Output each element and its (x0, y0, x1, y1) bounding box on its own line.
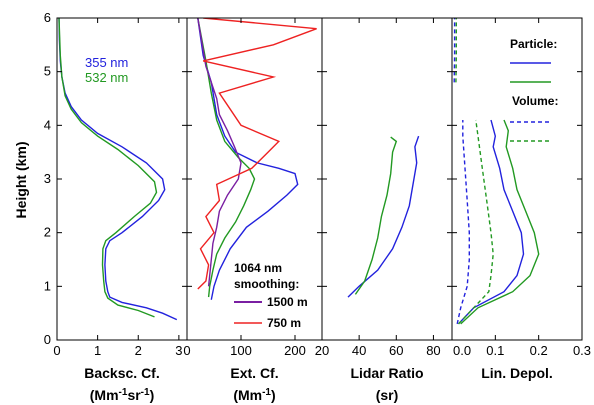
panel-2-series (197, 18, 317, 300)
units-part: -1 (119, 387, 128, 398)
y-tick-label: 0 (44, 332, 51, 347)
panel-4-series (453, 18, 540, 325)
y-tick-label: 2 (44, 225, 51, 240)
panel-1-series (58, 18, 178, 321)
y-axis-label: Height (km) (13, 142, 29, 219)
legend-volume-title: Volume: (512, 94, 558, 108)
y-tick-label: 5 (44, 64, 51, 79)
units-part: -1 (141, 387, 150, 398)
x-axis-label-4: Lin. Depol. (481, 365, 553, 381)
x-tick-label: 0 (53, 343, 60, 358)
units-part: (Mm (90, 387, 119, 403)
x-axis-units-1: (Mm-1sr-1) (90, 387, 155, 403)
legend-532: 532 nm (85, 70, 128, 85)
units-part: ) (150, 387, 155, 403)
series-line-2-1 (197, 18, 299, 300)
series-line-4-4 (457, 119, 494, 325)
series-line-1-2 (58, 18, 158, 318)
x-tick-label: 40 (352, 343, 366, 358)
x-axis-label-1: Backsc. Cf. (84, 365, 159, 381)
legend-title-smoothing: smoothing: (234, 277, 299, 291)
legend-title-1064: 1064 nm (234, 261, 282, 275)
x-tick-label: 3 (175, 343, 182, 358)
panel-3-series (347, 135, 420, 298)
units-part: (Mm (233, 387, 262, 403)
panel-4-frame (451, 17, 583, 341)
units-part: -1 (262, 387, 271, 398)
series-line-2-2 (197, 18, 256, 298)
x-axis-label-2: Ext. Cf. (230, 365, 278, 381)
y-tick-label: 1 (44, 278, 51, 293)
series-line-4-2 (460, 119, 540, 325)
x-tick-label: 2 (135, 343, 142, 358)
x-tick-label: 0.1 (486, 343, 504, 358)
x-tick-label: 1 (94, 343, 101, 358)
x-axis-units-3: (sr) (376, 387, 399, 403)
x-tick-label: 20 (315, 343, 329, 358)
x-tick-label: 0.0 (453, 343, 471, 358)
panel-3-frame (321, 17, 453, 341)
units-part: ) (271, 387, 276, 403)
x-tick-label: 200 (284, 343, 306, 358)
legend-355: 355 nm (85, 55, 128, 70)
y-tick-label: 4 (44, 117, 51, 132)
series-line-3-1 (347, 135, 420, 298)
legend-particle-title: Particle: (510, 37, 557, 51)
units-part: (sr) (376, 387, 399, 403)
units-part: sr (127, 387, 141, 403)
x-axis-label-3: Lidar Ratio (350, 365, 423, 381)
series-line-4-3 (456, 120, 470, 325)
x-tick-label: 100 (230, 343, 252, 358)
panel-4: 0.0 0.1 0.2 0.3 Lin. Depol. (451, 17, 591, 381)
x-axis-units-2: (Mm-1) (233, 387, 275, 403)
series-line-4-1 (457, 119, 525, 325)
y-tick-label: 6 (44, 10, 51, 25)
x-tick-label: 0.3 (573, 343, 591, 358)
panel-2: 0 100 200 Ext. Cf. (Mm-1) (183, 17, 323, 403)
legend-label-750: 750 m (267, 316, 301, 330)
legend-label-1500: 1500 m (267, 295, 308, 309)
series-line-2-4 (197, 18, 317, 290)
x-tick-label: 80 (426, 343, 440, 358)
x-tick-label: 0.2 (530, 343, 548, 358)
series-line-3-2 (354, 136, 398, 295)
x-tick-label: 60 (389, 343, 403, 358)
y-tick-label: 3 (44, 171, 51, 186)
x-tick-label: 0 (183, 343, 190, 358)
